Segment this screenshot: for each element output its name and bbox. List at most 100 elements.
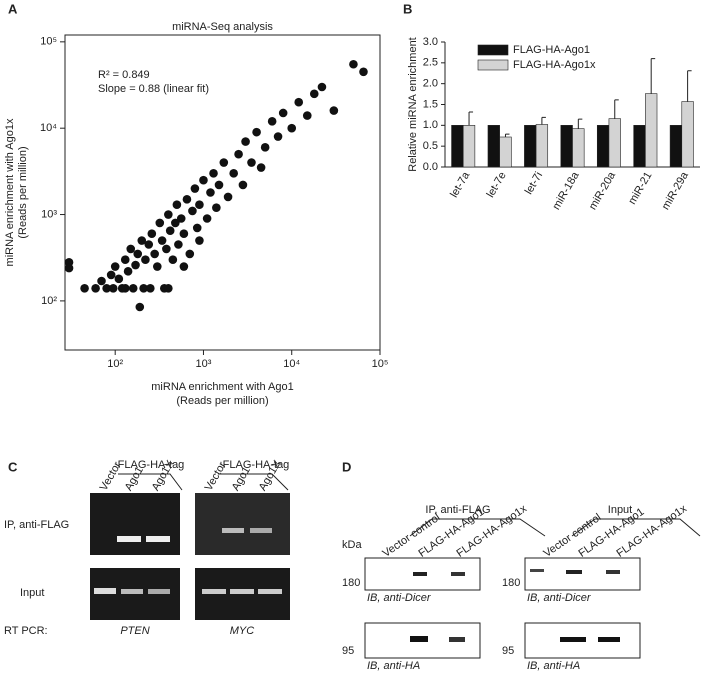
point (80, 283, 89, 293)
x-tick-label: 10⁵ (372, 358, 389, 370)
point (126, 244, 136, 254)
point (195, 200, 204, 210)
x-tick-label: 10³ (196, 358, 212, 370)
blot-label: IB, anti-Dicer (527, 592, 592, 604)
y-tick-label: 10³ (41, 208, 57, 220)
gel (195, 493, 290, 555)
y-axis-label: Relative miRNA enrichment (407, 37, 419, 172)
blot-label: IB, anti-Dicer (367, 592, 432, 604)
legend-swatch (477, 59, 509, 71)
bar (633, 125, 646, 168)
group-label: IP, anti-FLAG (425, 504, 490, 516)
lane-label: Vector (98, 460, 124, 493)
plot-frame (64, 34, 381, 351)
bar (681, 101, 694, 168)
point (97, 276, 106, 286)
point (238, 180, 248, 190)
point (164, 210, 173, 219)
point (179, 229, 189, 239)
x-axis-label: (Reads per million) (176, 395, 268, 407)
error-bar (687, 70, 692, 102)
y-tick-label: 2.0 (423, 78, 438, 90)
blot-band (449, 637, 465, 642)
panel-c: FLAG-HA-tag FLAG-HA-tag Vector Ago1 Ago1… (4, 458, 290, 637)
y-tick-label: 0.5 (423, 140, 438, 152)
point (206, 188, 215, 197)
x-tick-label: miR-20a (587, 169, 619, 212)
point (182, 195, 192, 204)
point (133, 249, 143, 259)
y-tick-label: 10⁴ (40, 122, 57, 134)
point (185, 249, 195, 259)
blot-band (410, 636, 428, 642)
legend-label: FLAG-HA-Ago1 (513, 44, 590, 56)
point (278, 108, 288, 118)
point (120, 283, 130, 293)
point (108, 283, 118, 293)
bar (608, 118, 621, 168)
gene-label: PTEN (120, 625, 149, 637)
gel-band (230, 589, 254, 594)
error-bar (504, 133, 510, 137)
bar (487, 125, 500, 168)
point (164, 283, 173, 293)
x-tick-label: miR-21 (626, 170, 654, 207)
point (128, 283, 138, 293)
point (174, 240, 183, 249)
error-bar (468, 111, 474, 126)
x-tick-label: let-7i (523, 170, 545, 197)
bar (535, 124, 549, 168)
point (141, 255, 150, 264)
point (137, 236, 147, 245)
panel-letter: A (8, 1, 18, 16)
gel-band (146, 536, 170, 542)
point (209, 169, 218, 178)
gel-band (222, 528, 244, 533)
bar (572, 128, 585, 168)
point (176, 214, 186, 223)
blot-band (560, 637, 586, 642)
x-tick-label: 10⁴ (283, 358, 300, 370)
point (91, 283, 100, 293)
point (171, 218, 180, 228)
x-tick-label: 10² (107, 358, 123, 370)
blot-band (598, 637, 620, 642)
row-label: Input (20, 587, 44, 599)
bracket (118, 473, 289, 491)
unit-label: kDa (342, 539, 362, 551)
lane-label: Vector (203, 460, 229, 493)
y-tick-label: 0.0 (423, 161, 438, 173)
marker-label: 180 (502, 577, 520, 589)
x-tick-label: let-7a (448, 169, 473, 200)
blot-label: IB, anti-HA (367, 660, 420, 672)
point (317, 82, 327, 92)
point (252, 127, 261, 137)
bar (645, 93, 658, 168)
gel-band (117, 536, 141, 542)
bar (560, 125, 573, 168)
point (241, 137, 250, 146)
legend-swatch (477, 44, 509, 56)
tag-label: FLAG-HA-tag (223, 459, 290, 471)
x-tick-label: miR-29a (660, 169, 692, 212)
blot-label: IB, anti-HA (527, 660, 580, 672)
gel-band (148, 589, 170, 594)
point (256, 163, 266, 172)
point (212, 203, 221, 213)
point (202, 214, 212, 223)
point (179, 262, 189, 271)
y-axis-label: (Reads per million) (17, 146, 29, 238)
blot-band (566, 570, 582, 574)
group-label: Input (608, 504, 632, 516)
y-tick-label: 1.5 (423, 98, 438, 110)
y-tick-label: 3.0 (423, 36, 438, 48)
error-bar (650, 58, 656, 94)
point (349, 59, 358, 69)
point (199, 175, 208, 185)
point (260, 143, 270, 152)
bar (451, 125, 464, 168)
y-tick-label: 2.5 (423, 57, 438, 69)
marker-label: 95 (502, 645, 514, 657)
point (359, 67, 368, 77)
blot-band (451, 572, 465, 576)
